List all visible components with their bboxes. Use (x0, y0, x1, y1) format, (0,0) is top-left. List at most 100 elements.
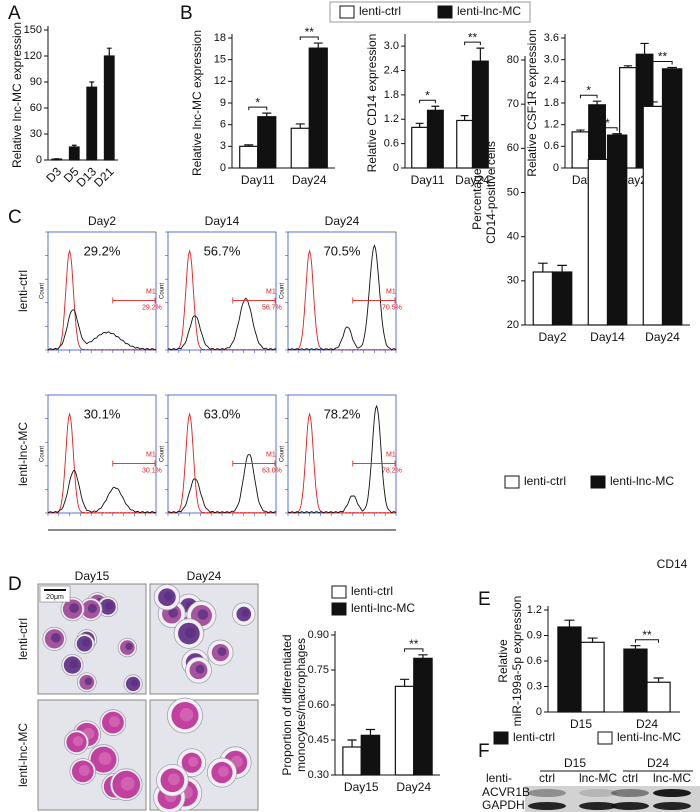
error-bar (262, 112, 272, 117)
y-tick-label: 12 (214, 75, 226, 87)
gate-percent: 78.2% (382, 467, 402, 474)
count-label: Count (40, 283, 46, 299)
sample-histogram (167, 297, 277, 351)
gate-label: M1 (146, 451, 156, 458)
legend-swatch (493, 731, 509, 745)
y-tick-label: 30 (507, 275, 519, 287)
error-bar (593, 154, 603, 160)
legend-label: lenti-lnc-MC (457, 4, 521, 18)
error-bar (89, 81, 95, 88)
nucleus (167, 773, 180, 786)
control-histogram (47, 412, 156, 514)
x-tick-label: Day24 (645, 330, 680, 344)
significance-label: * (586, 83, 591, 97)
blot-prefix: lenti- (486, 771, 512, 785)
x-tick-label: Day11 (241, 173, 275, 187)
bar (426, 109, 444, 169)
y-tick-label: 20 (507, 319, 519, 331)
legend-swatch (437, 5, 453, 19)
panel-letter: A (8, 3, 21, 24)
y-axis-label: Relative CSF1R expression (525, 29, 539, 176)
gate-marker (112, 297, 156, 304)
error-bar (244, 144, 254, 147)
y-tick-label: 30 (30, 128, 42, 140)
gate-marker (112, 460, 156, 467)
nucleus (217, 647, 227, 656)
count-label: Count (280, 446, 286, 462)
y-tick-label: 1.2 (384, 113, 399, 125)
bar (587, 158, 609, 326)
sample-histogram (287, 404, 397, 514)
y-tick-label: 0 (553, 162, 559, 174)
count-label: Count (160, 283, 166, 299)
nucleus (84, 677, 93, 686)
y-tick-label: 9 (220, 97, 226, 109)
gate-label: M1 (386, 451, 396, 458)
error-bar (640, 42, 649, 55)
gate-percent: 29.2% (142, 304, 162, 311)
y-tick-label: 2.4 (384, 64, 399, 76)
y-tick-label: 3.0 (544, 54, 559, 66)
nucleus (105, 601, 114, 610)
flow-column-header: Day2 (88, 214, 116, 228)
error-bar (564, 619, 575, 627)
significance-label: ** (305, 25, 315, 39)
count-label: Count (160, 446, 166, 462)
bar (661, 68, 683, 326)
error-bar (612, 133, 622, 136)
nucleus (69, 603, 79, 613)
x-tick-label: D24 (636, 717, 658, 731)
significance-bracket (419, 99, 436, 104)
y-tick-label: 1.2 (527, 604, 542, 616)
panel-letter: D (8, 574, 22, 595)
y-tick-label: 0.3 (527, 680, 542, 692)
error-bar (71, 144, 77, 147)
error-bar (623, 65, 633, 68)
y-tick-label: 40 (507, 231, 519, 243)
x-tick-label: D15 (570, 717, 592, 731)
legend-frame (329, 1, 531, 23)
significance-bracket (299, 36, 319, 41)
gate-marker (232, 297, 276, 304)
legend-swatch (331, 602, 347, 616)
y-tick-label: 0 (220, 162, 226, 174)
blot-lane: lnc-MC (579, 771, 617, 785)
significance-bracket (579, 94, 598, 99)
control-histogram (287, 249, 396, 351)
blot-lane: ctrl (622, 771, 638, 785)
y-axis-label: monocytes/macrophages (294, 638, 308, 772)
legend-label: lenti-lnc-MC (617, 730, 681, 744)
nucleus (120, 776, 135, 791)
gate-marker (352, 297, 396, 304)
bar (532, 271, 554, 326)
legend-swatch (504, 475, 520, 489)
x-tick-label: Day24 (292, 173, 327, 187)
y-tick-label: 0.45 (308, 734, 329, 746)
blot-band (653, 802, 691, 810)
significance-label: ** (658, 50, 668, 64)
positive-percent: 30.1% (84, 406, 121, 421)
control-histogram (47, 249, 156, 351)
panel-letter: E (478, 589, 491, 610)
y-tick-label: 0.6 (544, 140, 559, 152)
sample-histogram (167, 454, 277, 514)
control-histogram (287, 412, 396, 514)
nucleus (218, 766, 229, 777)
blot-band (611, 802, 649, 810)
significance-label: * (605, 116, 610, 130)
error-bar (431, 105, 440, 111)
control-histogram (167, 412, 276, 514)
y-tick-label: 0.6 (527, 655, 542, 667)
error-bar (592, 100, 602, 105)
error-bar (587, 637, 598, 643)
y-tick-label: 0 (36, 154, 42, 166)
error-bar (538, 262, 548, 272)
error-bar (399, 678, 410, 687)
micrograph-column-header: Day15 (75, 569, 110, 583)
error-bar (476, 47, 485, 62)
gate-marker (352, 460, 396, 467)
y-tick-label: 0.9 (527, 629, 542, 641)
y-tick-label: 0.90 (308, 629, 329, 641)
positive-percent: 63.0% (204, 406, 241, 421)
error-bar (418, 654, 428, 659)
